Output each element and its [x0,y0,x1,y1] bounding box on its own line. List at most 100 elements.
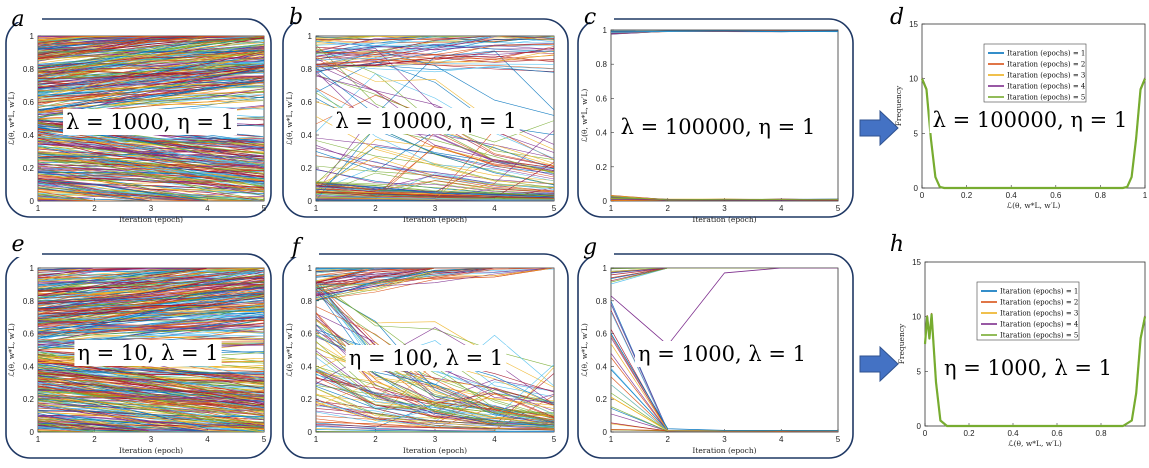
series-line [316,268,554,290]
series-line [316,268,554,288]
y-axis-label: ℒ(θ, w*L, w′L) [285,92,294,146]
series-line [38,423,264,432]
y-tick-label: 0.8 [596,297,608,306]
series-line [38,285,264,312]
series-line [38,268,264,273]
series-line [38,319,264,324]
series-line [316,36,554,41]
series-line [38,268,264,271]
series-line [316,50,554,116]
series-line [611,268,838,282]
series-line [38,268,264,281]
parameter-label-bg [332,108,520,134]
series-line [38,43,264,59]
series-line [316,140,554,188]
y-axis-label: ℒ(θ, w*L, w′L) [7,323,16,377]
series-line [316,268,554,271]
parameter-label-f: η = 100, λ = 1 [349,346,504,370]
series-group-f [316,268,554,432]
series-line [611,268,838,273]
series-line [38,271,264,283]
series-line [38,300,264,315]
series-line [38,313,264,325]
y-tick-label: 0.6 [23,330,35,339]
series-line [38,427,264,432]
x-axis-label: Iteration (epoch) [692,215,756,224]
series-line [38,274,264,289]
series-line [316,168,554,195]
parameter-label-bg [929,107,1131,133]
series-line [316,36,554,43]
series-line [38,420,264,432]
y-tick-label: 0.8 [23,65,35,74]
series-line [316,64,554,171]
x-tick-label: 1 [36,435,41,444]
series-line [316,116,554,184]
y-tick-label: 1 [308,32,313,41]
series-line [316,45,554,54]
series-line [38,36,264,49]
x-axis-label: Iteration (epoch) [119,215,183,224]
series-line [38,423,264,432]
series-line [316,183,554,198]
panel-letter-h: h [890,232,904,257]
series-line [38,287,264,311]
series-line [316,429,554,432]
parameter-label-d: λ = 100000, η = 1 [933,108,1128,132]
series-line [611,30,838,32]
y-tick-label: 0 [30,428,35,437]
series-line [316,186,554,198]
legend-label: Itaration (epochs) = 2 [1007,61,1085,69]
series-line [38,133,264,166]
y-tick-label: 0 [30,197,35,206]
x-tick-label: 2 [92,204,97,213]
series-line [38,308,264,329]
panel-frame-e [5,253,272,459]
series-line [38,64,264,75]
parameter-label-bg [635,341,809,367]
x-tick-label: 5 [552,204,557,213]
series-line [38,62,264,77]
x-axis-label: Iteration (epoch) [692,446,756,455]
series-line [38,404,264,425]
series-line [38,154,264,164]
series-line [316,54,554,68]
series-line [611,196,838,201]
series-line [38,268,264,296]
series-line [38,36,264,78]
series-line [316,268,554,283]
series-line [316,394,554,429]
series-line [38,158,264,187]
series-line [316,268,554,293]
y-tick-label: 0.8 [23,297,35,306]
series-line [38,307,264,322]
x-axis-label: Iteration (epoch) [403,215,467,224]
x-tick-label: 3 [149,204,154,213]
y-axis-label: ℒ(θ, w*L, w′L) [580,323,589,377]
series-line [38,181,264,198]
panel-frame-a [5,18,272,218]
x-tick-label: 4 [205,204,210,213]
series-line [38,173,264,199]
series-group-b [316,36,554,201]
y-tick-label: 0 [917,422,922,431]
parameter-label-bg [941,355,1115,381]
legend-d: Itaration (epochs) = 1 Itaration (epochs)… [983,43,1087,103]
parameter-label-bg [617,114,819,140]
panel-letter-b: b [289,5,303,30]
x-axis-label: Iteration (epoch) [119,446,183,455]
series-line [38,387,264,420]
series-line [316,45,554,61]
series-line [38,183,264,201]
series-line [38,320,264,326]
series-line [316,393,554,430]
series-line [38,361,264,382]
x-axis-label: ℒ(θ, w*L, w′L) [1008,439,1062,448]
y-tick-label: 15 [912,258,921,267]
x-tick-label: 3 [722,204,727,213]
series-line [38,94,264,103]
series-line [38,196,264,201]
x-tick-label: 4 [492,435,497,444]
y-axis-label: ℒ(θ, w*L, w′L) [580,89,589,143]
series-line [38,66,264,98]
